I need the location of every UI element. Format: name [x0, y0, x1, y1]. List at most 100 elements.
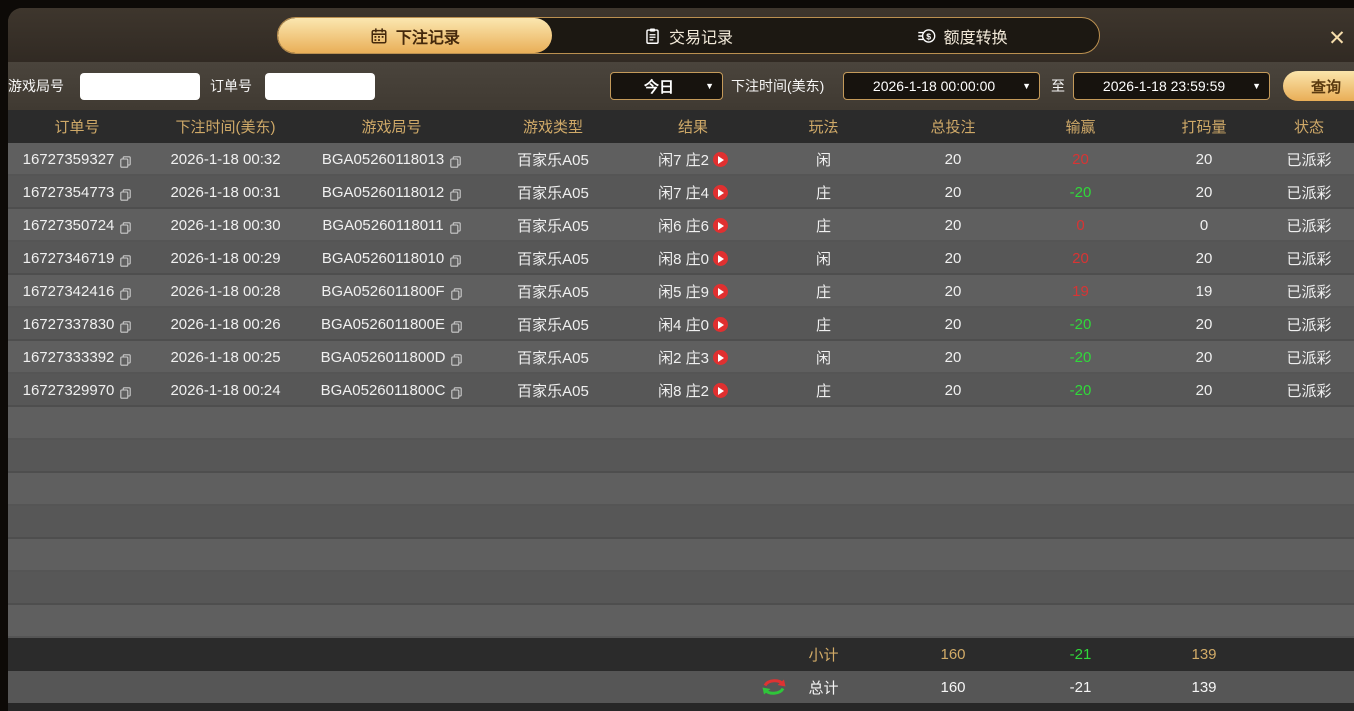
table-row: 16727359327 2026-1-18 00:32 BGA052601180… [8, 143, 1354, 176]
total-winloss: -21 [1069, 678, 1092, 696]
start-time-select[interactable]: 2026-1-18 00:00:00 ▼ [843, 72, 1040, 100]
order-number: 16727337830 [22, 316, 115, 333]
play-type: 庄 [815, 185, 831, 202]
wager-value: 20 [1195, 184, 1213, 201]
copy-icon[interactable] [120, 287, 132, 300]
table-row: 16727333392 2026-1-18 00:25 BGA052601180… [8, 341, 1354, 374]
bet-time: 2026-1-18 00:30 [170, 217, 281, 234]
copy-icon[interactable] [450, 155, 461, 168]
bet-time-label: 下注时间(美东) [731, 78, 825, 94]
status-badge: 已派彩 [1286, 350, 1332, 367]
tab-bet-records[interactable]: 下注记录 [278, 18, 552, 53]
copy-icon[interactable] [120, 353, 132, 366]
play-icon[interactable] [712, 383, 728, 398]
chevron-down-icon: ▼ [1022, 81, 1031, 91]
winloss-value: 0 [1076, 217, 1085, 234]
copy-icon[interactable] [120, 386, 132, 399]
status-badge: 已派彩 [1286, 383, 1332, 400]
column-header: 输赢 [1065, 119, 1096, 136]
copy-icon[interactable] [120, 254, 132, 267]
copy-icon[interactable] [120, 320, 132, 333]
copy-icon[interactable] [120, 221, 132, 234]
empty-row [8, 605, 1354, 638]
order-number: 16727346719 [22, 250, 115, 267]
winloss-value: 19 [1072, 283, 1089, 300]
swap-arrows-icon[interactable] [762, 677, 786, 698]
order-number: 16727359327 [22, 151, 115, 168]
table-body: 16727359327 2026-1-18 00:32 BGA052601180… [8, 143, 1354, 638]
tab-quota-conversion[interactable]: $ 额度转换 [825, 18, 1099, 53]
copy-icon[interactable] [450, 254, 461, 267]
empty-row [8, 572, 1354, 605]
result-text: 闲8 庄0 [658, 251, 709, 268]
status-badge: 已派彩 [1286, 317, 1332, 334]
play-icon[interactable] [712, 284, 728, 299]
game-round-number: BGA0526011800D [320, 349, 446, 366]
column-header: 玩法 [808, 119, 839, 136]
total-bet-value: 20 [944, 382, 962, 399]
winloss-value: -20 [1069, 349, 1092, 366]
result-text: 闲7 庄4 [658, 185, 709, 202]
column-header: 状态 [1293, 119, 1324, 136]
subtotal-label: 小计 [808, 647, 839, 664]
wager-value: 20 [1195, 349, 1213, 366]
status-badge: 已派彩 [1286, 185, 1332, 202]
game-round-number: BGA0526011800E [321, 316, 445, 333]
copy-icon[interactable] [451, 386, 463, 399]
subtotal-row: 小计 160 -21 139 [8, 638, 1354, 671]
play-icon[interactable] [712, 251, 728, 266]
copy-icon[interactable] [451, 353, 463, 366]
order-number: 16727350724 [22, 217, 115, 234]
result-text: 闲4 庄0 [658, 317, 709, 334]
copy-icon[interactable] [120, 188, 132, 201]
play-icon[interactable] [712, 185, 728, 200]
chevron-down-icon: ▼ [705, 81, 714, 91]
modal-header: 下注记录 交易记录 $ 额度转换 ✕ [8, 8, 1354, 62]
bet-time: 2026-1-18 00:29 [170, 250, 281, 267]
play-icon[interactable] [712, 152, 728, 167]
winloss-value: 20 [1072, 151, 1089, 168]
play-type: 闲 [815, 251, 831, 268]
copy-icon[interactable] [450, 188, 461, 201]
column-header: 订单号 [54, 119, 100, 136]
chevron-down-icon: ▼ [1252, 81, 1261, 91]
calendar-icon [370, 27, 388, 45]
wager-value: 20 [1195, 151, 1213, 168]
to-label: 至 [1051, 78, 1065, 94]
bet-time: 2026-1-18 00:32 [170, 151, 281, 168]
table-header: 订单号 下注时间(美东) 游戏局号 游戏类型 结果 玩法 总投注 输赢 打码量 状态 [8, 110, 1354, 143]
game-round-input[interactable] [80, 73, 200, 100]
bet-time: 2026-1-18 00:31 [170, 184, 281, 201]
play-icon[interactable] [712, 317, 728, 332]
tab-bar: 下注记录 交易记录 $ 额度转换 [277, 17, 1100, 54]
copy-icon[interactable] [120, 155, 132, 168]
table-row: 16727346719 2026-1-18 00:29 BGA052601180… [8, 242, 1354, 275]
tab-label: 交易记录 [669, 29, 734, 47]
close-icon[interactable]: ✕ [1328, 27, 1346, 50]
play-icon[interactable] [712, 218, 728, 233]
copy-icon[interactable] [449, 221, 461, 234]
table-row: 16727354773 2026-1-18 00:31 BGA052601180… [8, 176, 1354, 209]
total-bet-value: 20 [944, 283, 962, 300]
query-button[interactable]: 查询 [1283, 71, 1354, 101]
result-text: 闲5 庄9 [658, 284, 709, 301]
game-type: 百家乐A05 [517, 218, 589, 235]
wager-value: 20 [1195, 382, 1213, 399]
coins-icon: $ [917, 27, 936, 45]
end-time-select[interactable]: 2026-1-18 23:59:59 ▼ [1073, 72, 1270, 100]
copy-icon[interactable] [451, 320, 462, 333]
result-text: 闲6 庄6 [658, 218, 709, 235]
order-no-label: 订单号 [210, 78, 252, 94]
total-bet-value: 20 [944, 316, 962, 333]
date-preset-select[interactable]: 今日 ▼ [610, 72, 723, 100]
order-no-input[interactable] [265, 73, 375, 100]
play-icon[interactable] [712, 350, 728, 365]
empty-row [8, 440, 1354, 473]
result-text: 闲7 庄2 [658, 152, 709, 169]
wager-value: 19 [1195, 283, 1213, 300]
copy-icon[interactable] [450, 287, 462, 300]
play-type: 庄 [815, 218, 831, 235]
game-round-number: BGA05260118013 [321, 151, 445, 168]
tab-transaction-records[interactable]: 交易记录 [552, 18, 826, 53]
winloss-value: -20 [1069, 184, 1092, 201]
